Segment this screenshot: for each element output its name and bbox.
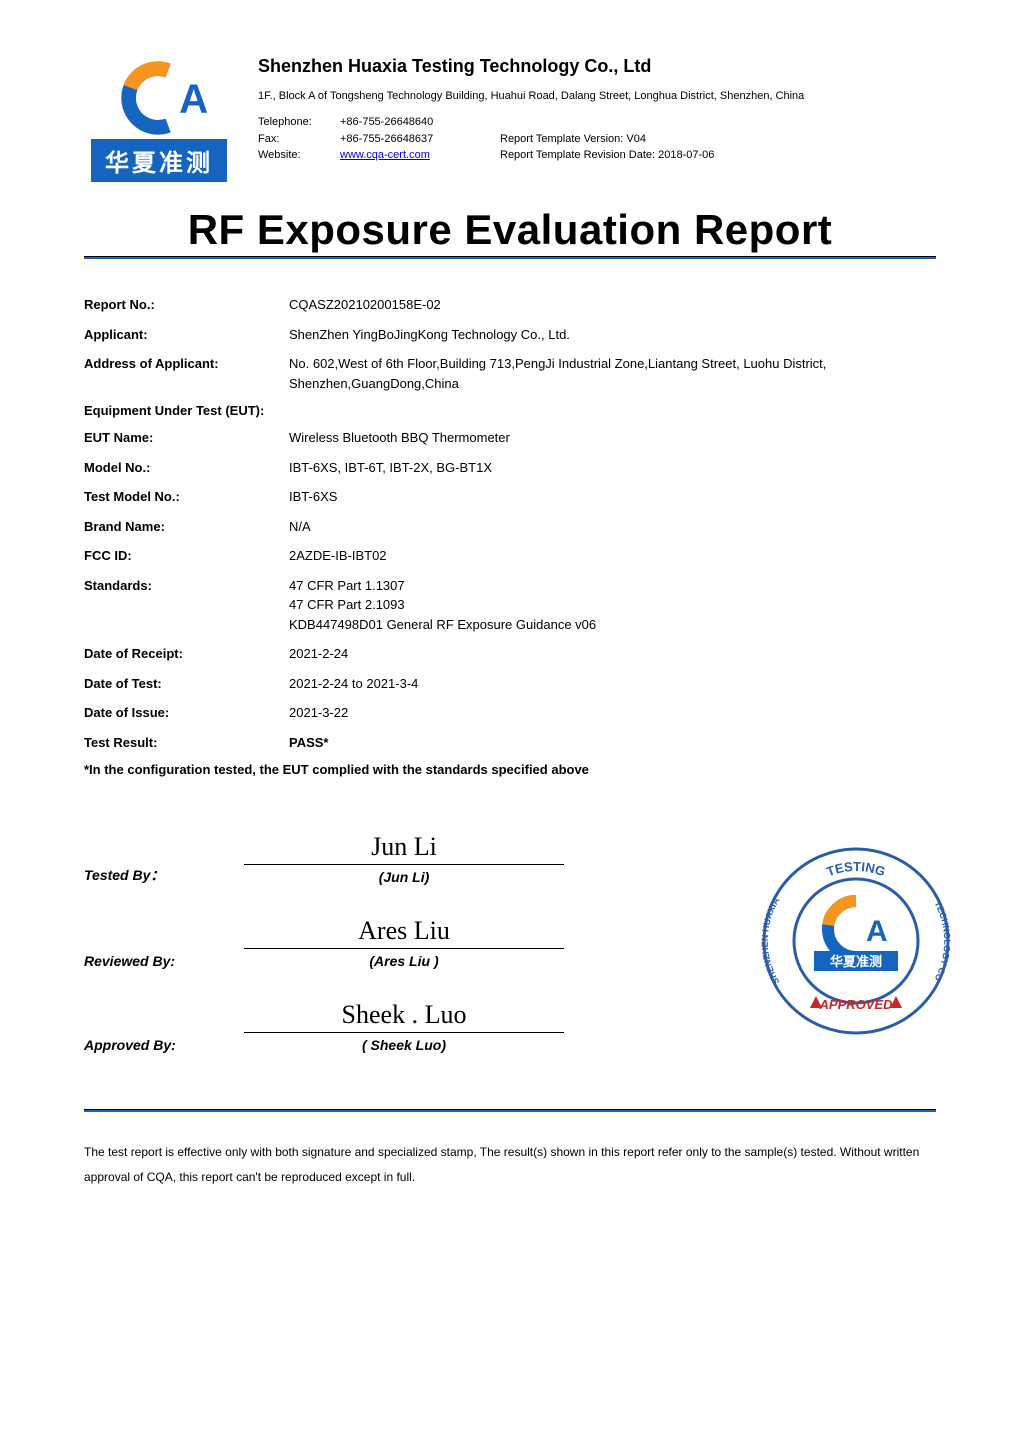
contact-value[interactable]: www.cqa-cert.com bbox=[340, 147, 500, 164]
field-value: CQASZ20210200158E-02 bbox=[289, 295, 936, 315]
signature-name: (Jun Li) bbox=[244, 869, 564, 885]
signature-role: Tested By： bbox=[84, 865, 244, 885]
field-label: Date of Receipt: bbox=[84, 644, 289, 664]
signature-center: Sheek . Luo ( Sheek Luo) bbox=[244, 999, 564, 1053]
field-value: PASS* bbox=[289, 733, 936, 753]
signature-role: Approved By: bbox=[84, 1037, 244, 1053]
svg-text:TESTING: TESTING bbox=[824, 859, 887, 879]
field-label: Test Model No.: bbox=[84, 487, 289, 507]
signature-line: Sheek . Luo bbox=[244, 999, 564, 1033]
field-label: Applicant: bbox=[84, 325, 289, 345]
logo-mark: A bbox=[104, 61, 214, 135]
signature-center: Jun Li (Jun Li) bbox=[244, 831, 564, 885]
field-row: FCC ID:2AZDE-IB-IBT02 bbox=[84, 546, 936, 566]
approval-stamp: TESTING SHENZHEN HUAXIA TECHNOLOGY CO A … bbox=[756, 841, 956, 1041]
signature-script: Sheek . Luo bbox=[342, 1000, 467, 1030]
contact-row: Telephone:+86-755-26648640 bbox=[258, 114, 936, 131]
bottom-rule bbox=[84, 1109, 936, 1112]
signature-script: Ares Liu bbox=[358, 916, 450, 946]
logo-cn-text: 华夏准测 bbox=[91, 139, 227, 182]
field-row: Address of Applicant:No. 602,West of 6th… bbox=[84, 354, 936, 393]
title-rule bbox=[84, 256, 936, 259]
report-title: RF Exposure Evaluation Report bbox=[84, 206, 936, 254]
signature-name: ( Sheek Luo) bbox=[244, 1037, 564, 1053]
field-value: 2021-2-24 bbox=[289, 644, 936, 664]
contact-row: Website:www.cqa-cert.comReport Template … bbox=[258, 147, 936, 164]
fields-top: Report No.:CQASZ20210200158E-02Applicant… bbox=[84, 295, 936, 393]
company-name: Shenzhen Huaxia Testing Technology Co., … bbox=[258, 56, 936, 77]
field-row: Test Model No.:IBT-6XS bbox=[84, 487, 936, 507]
svg-text:A: A bbox=[866, 915, 888, 948]
signature-role: Reviewed By: bbox=[84, 953, 244, 969]
stamp-left-text: SHENZHEN HUAXIA bbox=[760, 895, 782, 986]
contact-row: Fax:+86-755-26648637Report Template Vers… bbox=[258, 131, 936, 148]
contact-extra: Report Template Revision Date: 2018-07-0… bbox=[500, 147, 936, 164]
disclaimer: The test report is effective only with b… bbox=[84, 1140, 936, 1190]
svg-text:TECHNOLOGY CO: TECHNOLOGY CO bbox=[932, 899, 952, 982]
contact-label: Website: bbox=[258, 147, 340, 164]
contact-extra: Report Template Version: V04 bbox=[500, 131, 936, 148]
field-row: Applicant:ShenZhen YingBoJingKong Techno… bbox=[84, 325, 936, 345]
field-label: EUT Name: bbox=[84, 428, 289, 448]
fields-eut: EUT Name:Wireless Bluetooth BBQ Thermome… bbox=[84, 428, 936, 752]
field-value: 2021-3-22 bbox=[289, 703, 936, 723]
field-label: Brand Name: bbox=[84, 517, 289, 537]
header-info: Shenzhen Huaxia Testing Technology Co., … bbox=[258, 56, 936, 186]
company-address: 1F., Block A of Tongsheng Technology Bui… bbox=[258, 89, 936, 104]
field-label: Address of Applicant: bbox=[84, 354, 289, 393]
field-row: Date of Issue:2021-3-22 bbox=[84, 703, 936, 723]
page-header: A 华夏准测 Shenzhen Huaxia Testing Technolog… bbox=[84, 56, 936, 186]
field-value: Wireless Bluetooth BBQ Thermometer bbox=[289, 428, 936, 448]
field-value: 2AZDE-IB-IBT02 bbox=[289, 546, 936, 566]
stamp-approved-text: APPROVED bbox=[819, 997, 894, 1012]
contact-value: +86-755-26648637 bbox=[340, 131, 500, 148]
contact-extra bbox=[500, 114, 936, 131]
signature-line: Ares Liu bbox=[244, 915, 564, 949]
field-value: IBT-6XS, IBT-6T, IBT-2X, BG-BT1X bbox=[289, 458, 936, 478]
field-row: Date of Test:2021-2-24 to 2021-3-4 bbox=[84, 674, 936, 694]
field-value: 47 CFR Part 1.130747 CFR Part 2.1093KDB4… bbox=[289, 576, 936, 635]
config-note: *In the configuration tested, the EUT co… bbox=[84, 762, 936, 777]
field-row: Standards:47 CFR Part 1.130747 CFR Part … bbox=[84, 576, 936, 635]
field-value: N/A bbox=[289, 517, 936, 537]
contact-value: +86-755-26648640 bbox=[340, 114, 500, 131]
field-value: No. 602,West of 6th Floor,Building 713,P… bbox=[289, 354, 936, 393]
field-value: ShenZhen YingBoJingKong Technology Co., … bbox=[289, 325, 936, 345]
field-label: Report No.: bbox=[84, 295, 289, 315]
signatures-block: Tested By：Jun Li(Jun Li)Reviewed By:Ares… bbox=[84, 831, 936, 1053]
field-value: IBT-6XS bbox=[289, 487, 936, 507]
signature-line: Jun Li bbox=[244, 831, 564, 865]
field-row: Date of Receipt:2021-2-24 bbox=[84, 644, 936, 664]
logo-a-glyph: A bbox=[179, 75, 208, 121]
contact-label: Fax: bbox=[258, 131, 340, 148]
field-label: Model No.: bbox=[84, 458, 289, 478]
stamp-right-text: TECHNOLOGY CO bbox=[932, 899, 952, 982]
stamp-top-text: TESTING bbox=[824, 859, 887, 879]
contact-block: Telephone:+86-755-26648640Fax:+86-755-26… bbox=[258, 114, 936, 164]
svg-text:SHENZHEN HUAXIA: SHENZHEN HUAXIA bbox=[760, 895, 782, 986]
company-logo: A 华夏准测 bbox=[84, 56, 234, 186]
field-row: Test Result:PASS* bbox=[84, 733, 936, 753]
field-label: FCC ID: bbox=[84, 546, 289, 566]
field-label: Standards: bbox=[84, 576, 289, 635]
eut-heading: Equipment Under Test (EUT): bbox=[84, 403, 936, 418]
field-label: Date of Test: bbox=[84, 674, 289, 694]
signature-name: (Ares Liu ) bbox=[244, 953, 564, 969]
signature-center: Ares Liu (Ares Liu ) bbox=[244, 915, 564, 969]
field-value: 2021-2-24 to 2021-3-4 bbox=[289, 674, 936, 694]
signature-script: Jun Li bbox=[371, 832, 437, 862]
contact-label: Telephone: bbox=[258, 114, 340, 131]
stamp-cn-text: 华夏准测 bbox=[830, 954, 882, 969]
field-row: Model No.:IBT-6XS, IBT-6T, IBT-2X, BG-BT… bbox=[84, 458, 936, 478]
field-row: Report No.:CQASZ20210200158E-02 bbox=[84, 295, 936, 315]
field-label: Date of Issue: bbox=[84, 703, 289, 723]
field-label: Test Result: bbox=[84, 733, 289, 753]
field-row: EUT Name:Wireless Bluetooth BBQ Thermome… bbox=[84, 428, 936, 448]
field-row: Brand Name:N/A bbox=[84, 517, 936, 537]
